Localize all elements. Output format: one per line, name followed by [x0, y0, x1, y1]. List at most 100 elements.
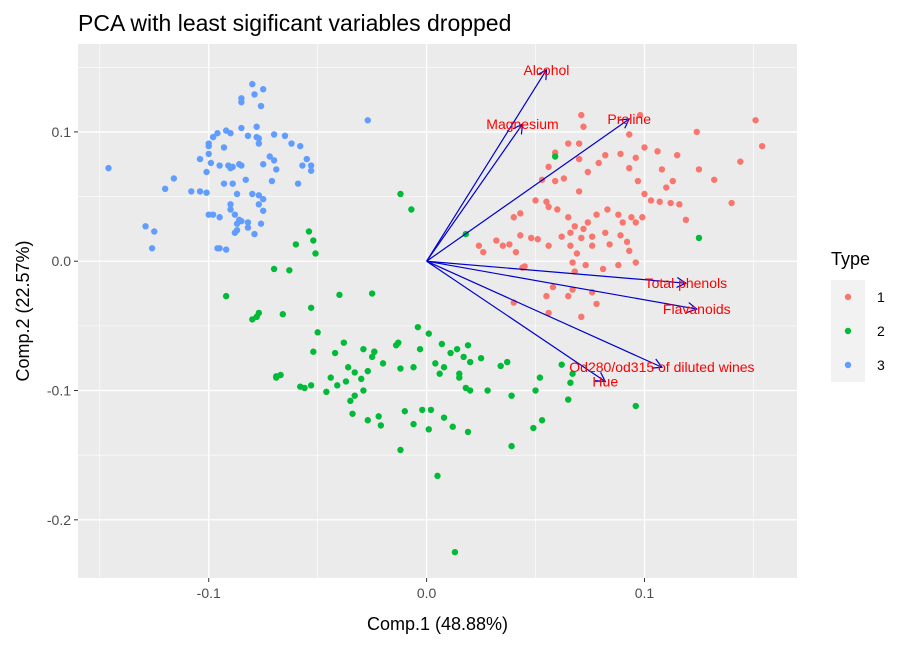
- point-type-3: [203, 189, 210, 196]
- point-type-3: [231, 211, 239, 218]
- point-type-3: [161, 185, 169, 193]
- point-type-2: [307, 382, 315, 389]
- point-type-3: [238, 162, 245, 169]
- point-type-3: [238, 98, 245, 106]
- point-type-1: [658, 166, 666, 173]
- point-type-1: [634, 177, 642, 185]
- loading-arrows: [426, 68, 698, 383]
- y-tick-label: -0.2: [47, 512, 71, 528]
- point-type-3: [196, 188, 204, 195]
- point-type-3: [255, 140, 263, 147]
- point-type-1: [663, 184, 670, 191]
- point-type-2: [368, 353, 376, 361]
- point-type-1: [588, 233, 596, 240]
- point-type-2: [440, 414, 448, 421]
- legend: Type 1 2 3: [831, 249, 885, 382]
- loading-arrow: [426, 260, 698, 313]
- legend-key-point: [844, 293, 852, 301]
- legend-label: 2: [877, 323, 885, 339]
- point-type-2: [508, 392, 515, 399]
- point-type-1: [534, 236, 541, 243]
- point-type-1: [532, 197, 539, 204]
- point-type-1: [580, 123, 587, 130]
- axis-ticks: -0.1 0.0 0.1 -0.2 -0.1 0.0 0.1: [47, 124, 655, 601]
- point-type-1: [499, 242, 507, 249]
- point-type-1: [654, 148, 661, 155]
- point-type-1: [682, 216, 690, 224]
- point-type-2: [314, 329, 321, 336]
- loading-arrow: [426, 118, 631, 262]
- point-type-1: [632, 219, 639, 226]
- point-type-2: [419, 406, 426, 414]
- point-type-2: [427, 406, 435, 414]
- point-type-3: [255, 201, 263, 208]
- point-type-1: [695, 166, 703, 173]
- point-type-3: [209, 133, 217, 141]
- point-type-3: [266, 153, 273, 160]
- point-type-3: [257, 102, 265, 110]
- loading-arrow: [426, 260, 607, 383]
- grid-lines: [78, 44, 797, 578]
- point-type-1: [475, 242, 483, 249]
- loading-label: Magnesium: [486, 116, 558, 132]
- point-type-2: [375, 413, 382, 420]
- point-type-1: [619, 219, 626, 226]
- loading-arrow: [426, 260, 688, 288]
- point-type-3: [253, 123, 260, 130]
- point-type-1: [545, 309, 552, 317]
- point-type-1: [711, 176, 718, 183]
- y-tick-label: 0.1: [52, 124, 72, 140]
- point-type-3: [303, 155, 310, 163]
- point-type-3: [288, 140, 295, 147]
- point-type-2: [408, 206, 415, 213]
- point-type-1: [588, 242, 596, 249]
- point-type-2: [379, 360, 387, 367]
- point-type-2: [286, 267, 293, 274]
- point-type-1: [569, 286, 576, 293]
- point-type-1: [517, 232, 524, 239]
- point-type-3: [255, 135, 263, 142]
- point-type-1: [758, 142, 766, 150]
- point-type-2: [460, 353, 467, 361]
- point-type-2: [632, 402, 639, 410]
- loading-arrow: [426, 260, 664, 369]
- point-type-1: [641, 144, 648, 151]
- point-type-1: [676, 201, 683, 208]
- point-type-2: [438, 340, 446, 348]
- point-type-2: [351, 392, 358, 399]
- loading-arrow: [426, 68, 548, 262]
- point-type-3: [233, 220, 241, 227]
- point-type-2: [464, 342, 472, 349]
- point-type-3: [105, 164, 112, 172]
- point-type-3: [216, 245, 223, 252]
- point-type-3: [242, 176, 249, 183]
- y-axis-title: Comp.2 (22.57%): [13, 240, 33, 381]
- point-type-3: [220, 144, 228, 151]
- point-type-1: [615, 261, 622, 269]
- point-type-2: [401, 408, 409, 415]
- point-type-3: [214, 130, 221, 137]
- point-type-1: [628, 214, 635, 221]
- y-tick-label: 0.0: [52, 253, 72, 269]
- point-type-2: [558, 361, 565, 368]
- point-type-3: [257, 220, 265, 227]
- point-type-3: [227, 201, 234, 208]
- y-tick-label: -0.1: [47, 383, 71, 399]
- point-type-2: [397, 190, 404, 198]
- point-type-1: [545, 242, 552, 249]
- point-type-2: [364, 417, 371, 424]
- point-type-2: [331, 349, 339, 357]
- scatter-points: [105, 80, 766, 556]
- point-type-1: [602, 229, 609, 236]
- point-type-1: [573, 250, 581, 257]
- point-type-1: [551, 177, 559, 185]
- point-type-2: [292, 241, 300, 248]
- point-type-1: [578, 234, 585, 242]
- legend-label: 1: [877, 289, 885, 305]
- point-type-3: [227, 206, 234, 213]
- loading-label: Hue: [592, 373, 618, 389]
- point-type-1: [565, 140, 572, 147]
- point-type-1: [521, 263, 528, 270]
- point-type-2: [451, 548, 459, 556]
- loading-label: Od280/od315 of diluted wines: [569, 359, 754, 375]
